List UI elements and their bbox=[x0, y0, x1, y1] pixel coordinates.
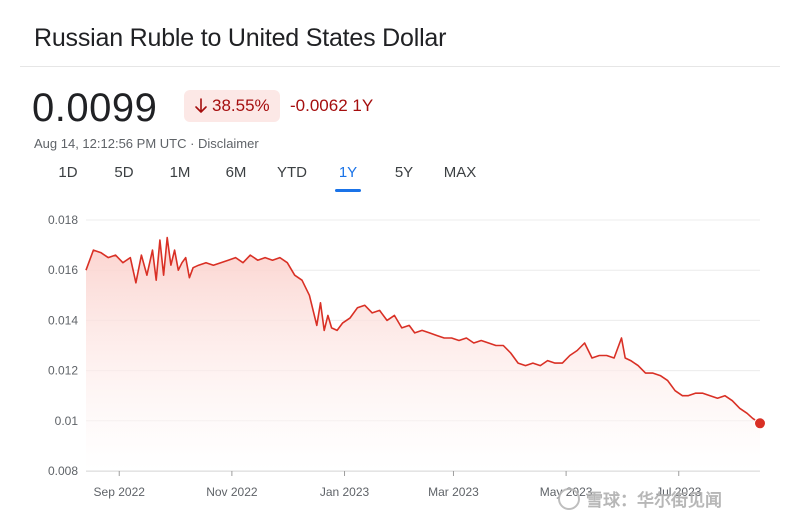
tab-ytd[interactable]: YTD bbox=[277, 164, 307, 181]
divider bbox=[20, 66, 780, 67]
y-tick-label: 0.018 bbox=[48, 213, 78, 227]
tab-5d[interactable]: 5D bbox=[114, 164, 134, 181]
range-tabs: 1D 5D 1M 6M YTD 1Y 5Y MAX bbox=[40, 164, 488, 192]
page-title: Russian Ruble to United States Dollar bbox=[34, 24, 447, 52]
x-tick-label: Jul 2023 bbox=[656, 485, 702, 499]
y-tick-label: 0.014 bbox=[48, 313, 78, 327]
y-tick-label: 0.012 bbox=[48, 364, 78, 378]
percent-change-value: 38.55% bbox=[212, 96, 270, 115]
tab-1y[interactable]: 1Y bbox=[320, 164, 376, 192]
series-line bbox=[85, 236, 761, 424]
current-price: 0.0099 bbox=[32, 86, 158, 130]
x-tick-label: Mar 2023 bbox=[428, 485, 479, 499]
tab-6m[interactable]: 6M bbox=[225, 164, 247, 181]
tab-1d[interactable]: 1D bbox=[58, 164, 78, 181]
tab-max[interactable]: MAX bbox=[443, 164, 477, 181]
tab-5y[interactable]: 5Y bbox=[394, 164, 414, 181]
x-tick-label: Nov 2022 bbox=[206, 485, 258, 499]
x-tick-label: Jan 2023 bbox=[320, 485, 370, 499]
last-point-marker bbox=[754, 417, 766, 430]
arrow-down-icon bbox=[195, 98, 207, 113]
absolute-change: -0.0062 1Y bbox=[290, 96, 374, 115]
timestamp-disclaimer[interactable]: Aug 14, 12:12:56 PM UTC · Disclaimer bbox=[34, 136, 259, 151]
x-tick-label: Sep 2022 bbox=[94, 485, 146, 499]
watermark: 雪球：华尔街见闻 bbox=[558, 486, 722, 511]
y-tick-label: 0.008 bbox=[48, 464, 78, 478]
tab-1m[interactable]: 1M bbox=[169, 164, 191, 181]
percent-change-badge: 38.55% bbox=[184, 90, 280, 122]
watermark-text: 雪球：华尔街见闻 bbox=[586, 491, 722, 510]
series-area bbox=[86, 237, 760, 471]
y-tick-label: 0.01 bbox=[55, 414, 79, 428]
snowball-logo-icon bbox=[558, 487, 580, 510]
y-tick-label: 0.016 bbox=[48, 263, 78, 277]
